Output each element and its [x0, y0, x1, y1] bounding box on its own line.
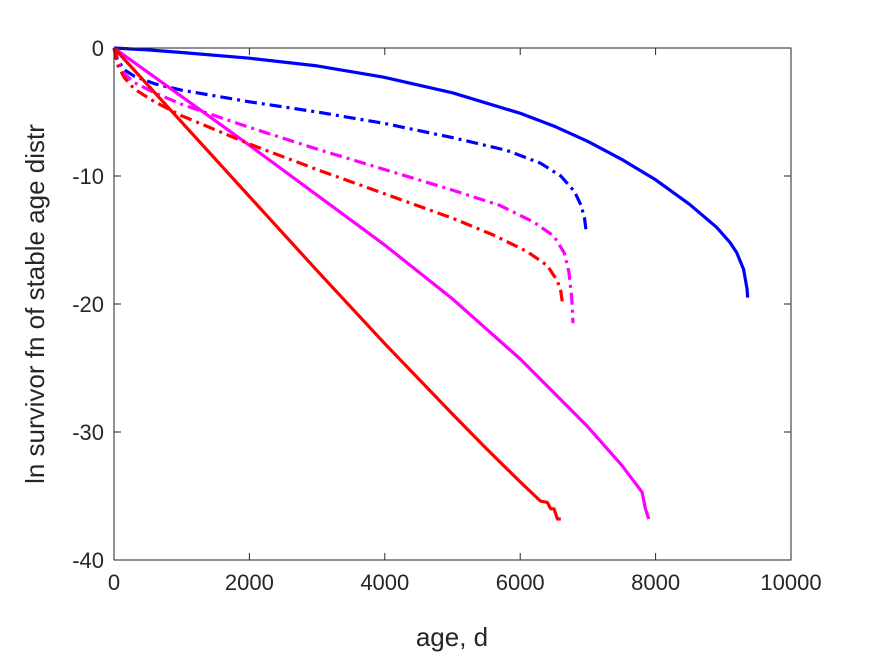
series-line-2 — [112, 47, 589, 234]
tick-layer: 0 2000 4000 6000 8000 10000 0 -10 -20 -30 -40 — [72, 36, 821, 595]
y-tick-label: -40 — [72, 548, 104, 573]
x-tick-label: 2000 — [225, 570, 274, 595]
y-tick-label: -10 — [72, 164, 104, 189]
series-line-4 — [112, 47, 575, 324]
x-axis-title: age, d — [416, 622, 488, 652]
series-line-3 — [113, 46, 651, 520]
x-tick-label: 8000 — [631, 570, 680, 595]
series-line-5 — [112, 46, 561, 521]
y-tick-label: 0 — [92, 36, 104, 61]
y-axis-title: ln survivor fn of stable age distr — [20, 124, 50, 484]
series-layer — [112, 46, 750, 521]
series-line-1 — [113, 46, 750, 298]
x-tick-label: 0 — [108, 570, 120, 595]
y-tick-label: -30 — [72, 420, 104, 445]
y-tick-label: -20 — [72, 292, 104, 317]
x-tick-label: 10000 — [760, 570, 821, 595]
x-tick-label: 6000 — [496, 570, 545, 595]
x-tick-label: 4000 — [360, 570, 409, 595]
series-line-6 — [112, 47, 564, 302]
